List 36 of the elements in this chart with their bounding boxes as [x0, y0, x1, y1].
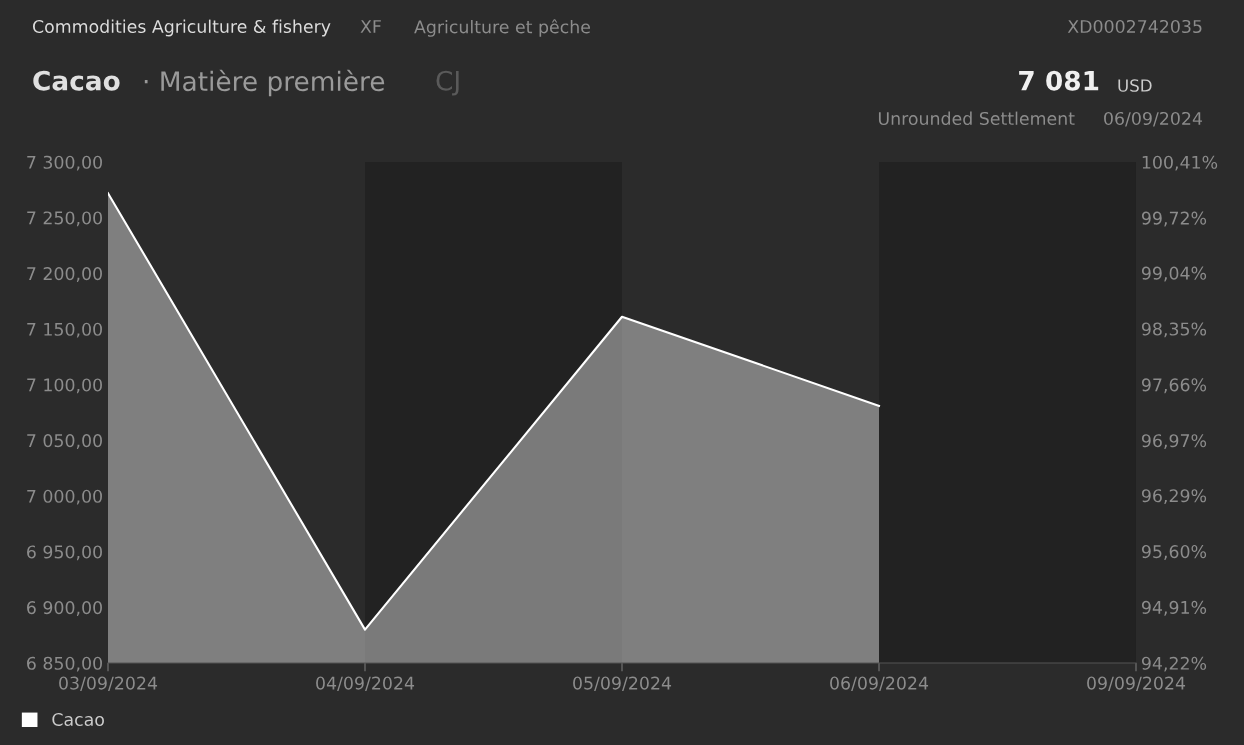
- chart-title: Cacao: [33, 70, 120, 91]
- y2-tick-label: 100,41%: [1142, 155, 1218, 171]
- text: Unrounded Settlement: [878, 111, 1075, 126]
- x-tick-label: 05/09/2024: [573, 676, 672, 691]
- legend-label: Cacao: [52, 712, 104, 727]
- y2-tick-label: 96,97%: [1141, 434, 1207, 450]
- y2-tick-label: 94,91%: [1141, 600, 1207, 616]
- y-tick-label: 6 900,00: [27, 601, 102, 616]
- y-tick-label: 7 300,00: [27, 155, 102, 171]
- text: Commodities Agriculture & fishery: [32, 19, 331, 37]
- x-tick-label: 06/09/2024: [830, 676, 929, 691]
- text: USD: [1118, 79, 1152, 92]
- chart-subtitle: · Matière première: [144, 69, 385, 97]
- y2-tick-label: 97,66%: [1141, 378, 1207, 394]
- y-tick-label: 7 000,00: [27, 489, 102, 505]
- y-tick-label: 7 100,00: [27, 378, 102, 394]
- text: XF: [360, 20, 381, 33]
- x-tick-label: 03/09/2024: [59, 676, 158, 691]
- y-tick-label: 7 150,00: [27, 322, 102, 338]
- x-tick-label: 04/09/2024: [316, 676, 415, 691]
- text: Agriculture et pêche: [414, 19, 590, 37]
- y-tick-label: 6 850,00: [27, 656, 102, 672]
- text: 7 081: [1019, 70, 1099, 91]
- text: XD0002742035: [1067, 19, 1202, 34]
- x-tick-label: 09/09/2024: [1087, 676, 1186, 691]
- y2-tick-label: 96,29%: [1141, 489, 1207, 505]
- y2-tick-label: 99,72%: [1141, 211, 1207, 227]
- y-tick-label: 7 200,00: [27, 267, 102, 282]
- y2-tick-label: 99,04%: [1141, 266, 1207, 282]
- y-tick-label: 6 950,00: [27, 545, 102, 561]
- y2-tick-label: 98,35%: [1141, 322, 1207, 338]
- y2-tick-label: 95,60%: [1141, 545, 1207, 560]
- y2-tick-label: 94,22%: [1141, 656, 1207, 672]
- y-tick-label: 7 250,00: [27, 211, 102, 227]
- y-tick-label: 7 050,00: [27, 434, 102, 449]
- text: 06/09/2024: [1104, 111, 1203, 127]
